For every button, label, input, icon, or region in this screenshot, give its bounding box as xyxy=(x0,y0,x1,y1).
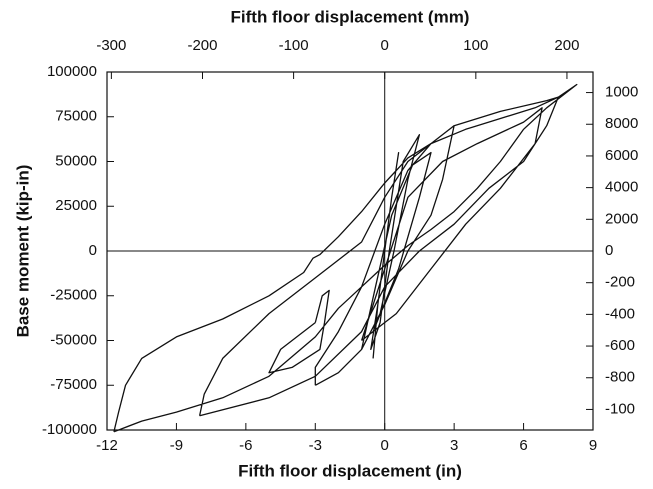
y2-tick-label: 0 xyxy=(605,242,613,259)
y2-tick-label: 1000 xyxy=(605,84,638,101)
y-tick-label: 100000 xyxy=(47,63,97,80)
y2-tick-label: -400 xyxy=(605,305,635,322)
y-tick-label: -25000 xyxy=(50,287,97,304)
y-tick-label: 75000 xyxy=(55,108,97,125)
x2-tick-label: -100 xyxy=(279,37,309,54)
x-tick-label: -6 xyxy=(239,437,252,454)
y2-tick-label: -600 xyxy=(605,337,635,354)
y-tick-label: 25000 xyxy=(55,197,97,214)
x2-tick-label: 0 xyxy=(381,37,389,54)
y2-tick-label: -200 xyxy=(605,274,635,291)
y-tick-label: 50000 xyxy=(55,152,97,169)
y2-tick-label: -100 xyxy=(605,400,635,417)
x2-axis-label: Fifth floor displacement (mm) xyxy=(231,7,470,26)
x-axis-label: Fifth floor displacement (in) xyxy=(238,461,462,480)
x-tick-label: 3 xyxy=(450,437,458,454)
x-tick-label: -3 xyxy=(309,437,322,454)
hysteresis-curve xyxy=(113,83,578,433)
x2-tick-label: -200 xyxy=(187,37,217,54)
x-tick-label: 0 xyxy=(381,437,389,454)
x2-tick-label: 100 xyxy=(463,37,488,54)
x2-tick-label: -300 xyxy=(96,37,126,54)
x2-tick-label: 200 xyxy=(554,37,579,54)
y-tick-label: -75000 xyxy=(50,376,97,393)
x-tick-label: 6 xyxy=(519,437,527,454)
y-tick-label: -50000 xyxy=(50,331,97,348)
y-axis-label: Base moment (kip-in) xyxy=(13,165,32,338)
y2-tick-label: 6000 xyxy=(605,147,638,164)
x-tick-label: -12 xyxy=(96,437,118,454)
y2-tick-label: 8000 xyxy=(605,115,638,132)
y-tick-label: 0 xyxy=(89,242,97,259)
y2-tick-label: -800 xyxy=(605,369,635,386)
y2-tick-label: 4000 xyxy=(605,179,638,196)
y-tick-label: -100000 xyxy=(42,421,97,438)
x-tick-label: 9 xyxy=(589,437,597,454)
x-tick-label: -9 xyxy=(170,437,183,454)
y2-tick-label: 2000 xyxy=(605,210,638,227)
